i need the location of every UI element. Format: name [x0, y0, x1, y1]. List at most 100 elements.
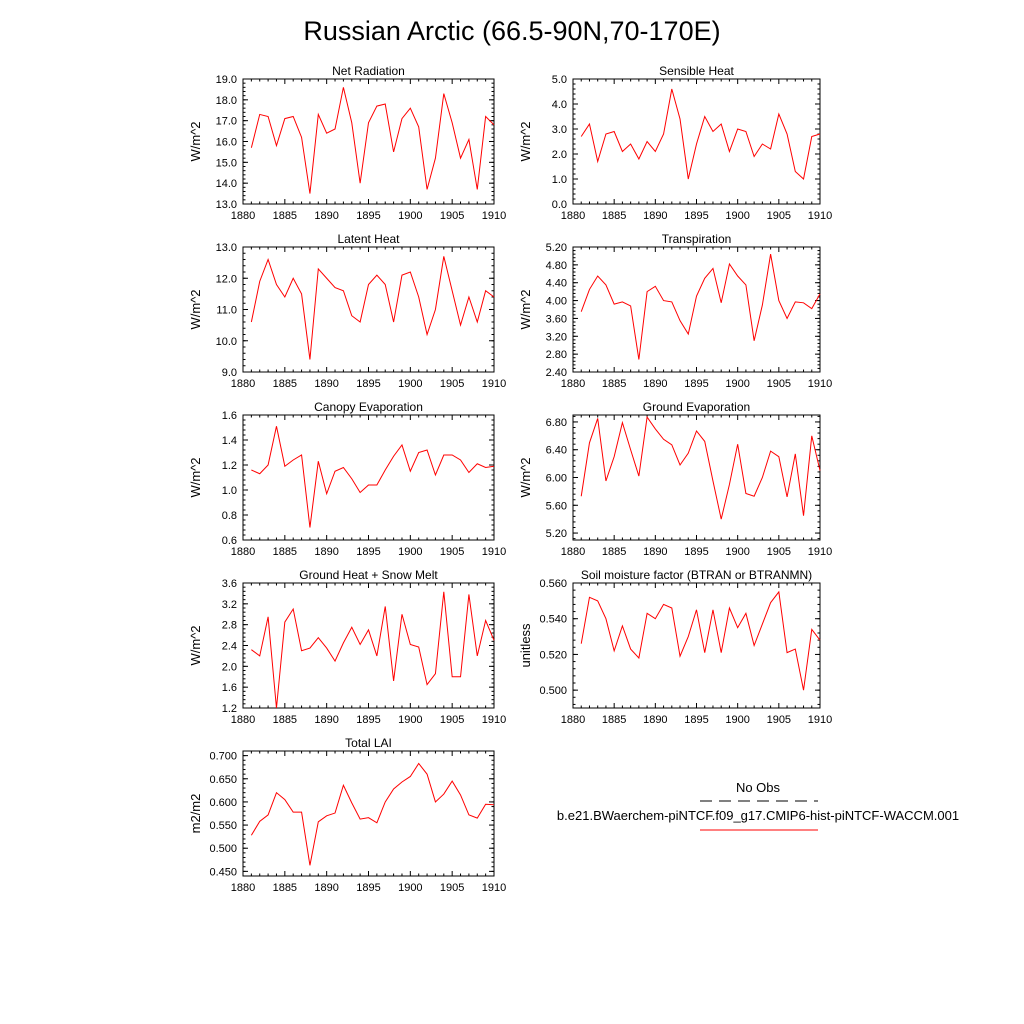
x-tick-label: 1900	[398, 378, 422, 390]
x-tick-label: 1900	[398, 546, 422, 558]
x-tick-label: 1880	[231, 714, 255, 726]
y-tick-label: 1.2	[222, 703, 237, 715]
y-axis-label: m2/m2	[188, 794, 203, 834]
x-tick-label: 1885	[602, 546, 626, 558]
y-tick-label: 2.4	[222, 641, 237, 653]
x-tick-label: 1890	[314, 714, 338, 726]
series-line-0	[580, 590, 821, 691]
x-tick-label: 1890	[314, 378, 338, 390]
x-tick-label: 1885	[602, 378, 626, 390]
panel-title: Canopy Evaporation	[314, 400, 423, 414]
series-line-0	[580, 415, 821, 520]
y-tick-label: 0.500	[209, 843, 237, 855]
y-axis-label: W/m^2	[188, 457, 203, 497]
panel-0: Net Radiation W/m^2 1880 1885 1890 1895 1900 19…	[188, 64, 506, 222]
y-tick-label: 0.450	[209, 866, 237, 878]
x-tick-label: 1905	[767, 714, 791, 726]
panel-frame	[242, 750, 495, 877]
x-tick-label: 1905	[440, 714, 464, 726]
panel-3: Transpiration W/m^2 1880 1885 1890 1895 1900 19…	[518, 232, 832, 390]
y-tick-label: 16.0	[216, 137, 237, 149]
panel-frame	[572, 78, 821, 205]
x-tick-label: 1910	[482, 210, 506, 222]
x-tick-label: 1880	[561, 378, 585, 390]
x-tick-label: 1900	[725, 714, 749, 726]
y-tick-label: 5.20	[546, 528, 567, 540]
y-tick-label: 9.0	[222, 367, 237, 379]
y-tick-label: 0.550	[209, 820, 237, 832]
y-tick-label: 18.0	[216, 95, 237, 107]
x-tick-label: 1905	[767, 210, 791, 222]
x-tick-label: 1880	[231, 882, 255, 894]
y-tick-label: 4.00	[546, 296, 567, 308]
x-tick-label: 1910	[482, 378, 506, 390]
x-tick-label: 1910	[482, 546, 506, 558]
y-tick-label: 1.2	[222, 460, 237, 472]
y-tick-label: 3.6	[222, 578, 237, 590]
x-tick-label: 1885	[273, 210, 297, 222]
y-tick-label: 0.650	[209, 774, 237, 786]
panel-8: Total LAI m2/m2 1880 1885 1890 1895 1900 1905 19…	[188, 736, 506, 894]
y-axis-label: unitless	[518, 623, 533, 668]
x-tick-label: 1895	[356, 546, 380, 558]
series-line-0	[580, 254, 821, 360]
panel-frame	[242, 582, 495, 709]
x-tick-label: 1890	[643, 714, 667, 726]
y-tick-label: 14.0	[216, 178, 237, 190]
x-tick-label: 1895	[356, 378, 380, 390]
y-tick-label: 11.0	[216, 305, 237, 317]
y-tick-label: 4.40	[546, 278, 567, 290]
x-tick-label: 1900	[725, 210, 749, 222]
legend-obs-label: No Obs	[736, 780, 781, 795]
y-tick-label: 13.0	[216, 242, 237, 254]
x-tick-label: 1905	[440, 882, 464, 894]
y-tick-label: 1.6	[222, 410, 237, 422]
x-tick-label: 1890	[643, 546, 667, 558]
y-axis-label: W/m^2	[518, 457, 533, 497]
x-tick-label: 1890	[314, 882, 338, 894]
x-tick-label: 1900	[398, 210, 422, 222]
y-tick-label: 12.0	[216, 273, 237, 285]
y-axis-label: W/m^2	[188, 121, 203, 161]
x-tick-label: 1905	[767, 546, 791, 558]
y-tick-label: 1.4	[222, 435, 237, 447]
y-tick-label: 15.0	[216, 157, 237, 169]
y-tick-label: 4.0	[552, 99, 567, 111]
x-tick-label: 1885	[602, 714, 626, 726]
y-tick-label: 3.60	[546, 313, 567, 325]
panel-5: Ground Evaporation W/m^2 1880 1885 1890 1895 1…	[518, 400, 832, 558]
y-tick-label: 5.20	[546, 242, 567, 254]
y-tick-label: 2.80	[546, 349, 567, 361]
x-tick-label: 1900	[398, 882, 422, 894]
x-tick-label: 1890	[643, 210, 667, 222]
x-tick-label: 1885	[273, 546, 297, 558]
panel-7: Soil moisture factor (BTRAN or BTRANMN) u…	[518, 568, 832, 726]
y-tick-label: 0.700	[209, 751, 237, 763]
y-tick-label: 17.0	[216, 116, 237, 128]
x-tick-label: 1880	[231, 546, 255, 558]
y-tick-label: 10.0	[216, 336, 237, 348]
x-tick-label: 1910	[808, 546, 832, 558]
x-tick-label: 1895	[356, 882, 380, 894]
y-tick-label: 13.0	[216, 199, 237, 211]
legend: No Obs b.e21.BWaerchem-piNTCF.f09_g17.CM…	[557, 780, 959, 831]
panel-1: Sensible Heat W/m^2 1880 1885 1890 1895 1900 19…	[518, 64, 832, 222]
y-tick-label: 0.540	[539, 614, 567, 626]
y-tick-label: 0.6	[222, 535, 237, 547]
y-tick-label: 0.0	[552, 199, 567, 211]
panel-6: Ground Heat + Snow Melt W/m^2 1880 1885 1890…	[188, 568, 506, 726]
y-axis-label: W/m^2	[518, 289, 533, 329]
x-tick-label: 1895	[356, 210, 380, 222]
series-line-0	[250, 87, 495, 194]
panel-title: Ground Heat + Snow Melt	[299, 568, 438, 582]
x-tick-label: 1910	[808, 378, 832, 390]
x-tick-label: 1905	[767, 378, 791, 390]
y-axis-label: W/m^2	[518, 121, 533, 161]
y-tick-label: 2.8	[222, 620, 237, 632]
panel-title: Sensible Heat	[659, 64, 734, 78]
y-tick-label: 19.0	[216, 74, 237, 86]
y-tick-label: 0.8	[222, 510, 237, 522]
panel-frame	[572, 582, 821, 709]
x-tick-label: 1895	[684, 546, 708, 558]
